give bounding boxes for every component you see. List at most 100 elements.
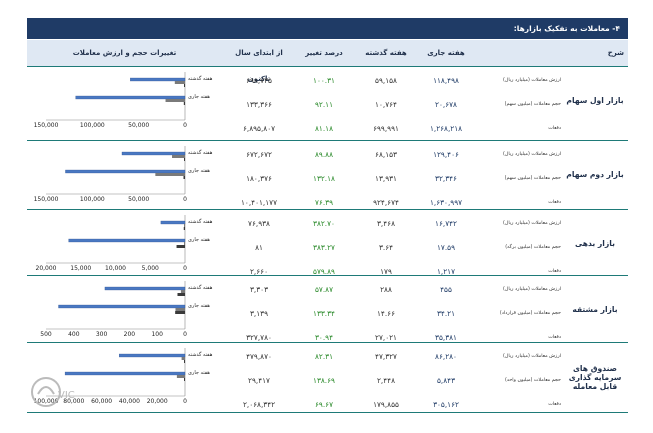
previous-week-value: ۳.۶۴ — [378, 243, 394, 252]
change-percent-value: ۸۲.۳۱ — [315, 352, 333, 361]
x-tick-label: 150,000 — [33, 122, 59, 129]
row-label: حجم معاملات (میلیون واحد) — [504, 378, 561, 383]
x-tick-label: 500 — [40, 331, 52, 338]
previous-week-value: ۲۷,۰۲۱ — [375, 333, 397, 342]
previous-week-value: ۱۴.۶۶ — [377, 309, 395, 318]
chart-bar — [180, 290, 185, 293]
x-tick-label: 20,000 — [146, 398, 168, 405]
ytd-value: ۶۷۲,۶۷۲ — [246, 150, 272, 159]
market-name: بازار دوم سهام — [566, 170, 624, 179]
change-percent-value: ۸۹.۸۸ — [315, 150, 333, 159]
previous-week-value: ۱۳,۹۳۱ — [375, 174, 397, 183]
chart-bar — [121, 151, 186, 156]
x-tick-label: 0 — [183, 265, 187, 272]
x-tick-label: 400 — [68, 331, 80, 338]
ytd-value: ۱۰,۴۰۱,۱۷۷ — [241, 198, 277, 207]
row-label: ارزش معاملات (میلیارد ریال) — [503, 78, 561, 83]
chart-bar — [174, 81, 185, 84]
chart-bar — [177, 293, 185, 296]
ytd-value: ۶۹۸,۷۳۵ — [246, 76, 272, 85]
row-label: حجم معاملات (میلیون سهم) — [504, 102, 561, 107]
ytd-value: ۲,۰۶۸,۳۴۲ — [242, 400, 276, 409]
chart-category-label: هفته جاری — [188, 94, 210, 100]
chart-bar — [184, 242, 185, 245]
chart-header: تغییرات حجم و ارزش معاملات — [72, 49, 177, 57]
previous-week-value: ۱۷۹,۸۵۵ — [373, 400, 399, 409]
previous-week-value: ۹۲۴,۶۷۴ — [373, 198, 399, 207]
block-separator — [27, 209, 628, 210]
x-tick-label: 5,000 — [141, 265, 159, 272]
current-week-value: ۳۰۵,۱۶۲ — [433, 400, 459, 409]
market-name: بازار مشتقه — [572, 305, 618, 314]
x-tick-label: 0 — [183, 196, 187, 203]
previous-week-value: ۲,۴۴۸ — [377, 376, 395, 385]
previous-week-value: ۴۷,۳۲۷ — [375, 352, 397, 361]
chart-category-label: هفته جاری — [188, 370, 210, 376]
market-name: بازار اول سهام — [566, 96, 624, 105]
change-percent-value: ۳۸۲.۷۰ — [313, 219, 335, 228]
svg-text:VIC: VIC — [58, 390, 75, 401]
row-label: دفعات — [548, 269, 561, 274]
change-percent-value: ۵۷.۸۷ — [315, 285, 333, 294]
watermark-logo: VIC — [31, 377, 75, 407]
block-separator — [27, 140, 628, 141]
row-label: ارزش معاملات (میلیارد ریال) — [503, 287, 561, 292]
x-tick-label: 100,000 — [33, 398, 59, 405]
x-tick-label: 100,000 — [79, 122, 105, 129]
ytd-value: ۲۹,۴۱۷ — [248, 376, 270, 385]
chart-bar — [104, 286, 186, 291]
chart-category-label: هفته جاری — [188, 168, 210, 174]
chart-bar — [184, 158, 185, 161]
header-ytd: از ابتدای سال تاکنون — [235, 49, 283, 83]
current-week-value: ۲۰,۶۷۸ — [435, 100, 457, 109]
block-separator — [27, 342, 628, 343]
x-tick-label: 50,000 — [128, 196, 150, 203]
header-current-week: هفته جاری — [427, 49, 465, 57]
current-week-value: ۳۴.۲۱ — [437, 309, 455, 318]
header-change: درصد تغییر — [305, 49, 343, 57]
change-percent-value: ۳۸۳.۲۷ — [313, 243, 335, 252]
previous-week-value: ۱۷۹ — [380, 267, 392, 276]
current-week-value: ۱۷.۵۹ — [437, 243, 455, 252]
row-label: دفعات — [548, 200, 561, 205]
bottom-separator — [27, 412, 628, 413]
chart-bar — [130, 77, 186, 82]
chart-category-label: هفته گذشته — [188, 352, 213, 358]
current-week-value: ۱,۲۱۷ — [437, 267, 455, 276]
ytd-value: ۸۱ — [255, 243, 263, 252]
chart-bar — [65, 169, 186, 174]
row-label: حجم معاملات (میلیون سهم) — [504, 176, 561, 181]
chart-category-label: هفته گذشته — [188, 76, 213, 82]
current-week-value: ۳۵,۳۸۱ — [435, 333, 457, 342]
x-tick-label: 20,000 — [35, 265, 57, 272]
row-label: ارزش معاملات (میلیارد ریال) — [503, 221, 561, 226]
current-week-value: ۳۲,۳۴۶ — [435, 174, 457, 183]
chart-bar — [183, 176, 185, 179]
chart-bar — [176, 245, 185, 248]
chart-bar — [184, 360, 185, 363]
section-title: ۴- معاملات به تفکیک بازارها: — [27, 18, 628, 39]
x-tick-label: 300 — [95, 331, 108, 338]
chart-bar — [175, 308, 185, 311]
ytd-value: ۳,۳۰۳ — [250, 285, 268, 294]
row-label: حجم معاملات (میلیون قرارداد) — [499, 311, 561, 316]
ytd-value: ۳,۱۳۹ — [250, 309, 268, 318]
ytd-value: ۲,۶۶۰ — [250, 267, 268, 276]
previous-week-value: ۱۰,۷۶۴ — [375, 100, 397, 109]
previous-week-value: ۵۹,۱۵۸ — [375, 76, 397, 85]
chart-bar — [183, 102, 185, 105]
chart-bar — [68, 238, 186, 243]
chart-category-label: هفته جاری — [188, 237, 210, 243]
chart-category-label: هفته گذشته — [188, 219, 213, 225]
change-percent-value: ۱۳۲.۱۸ — [313, 174, 335, 183]
change-percent-value: ۱۳۳.۳۴ — [313, 309, 335, 318]
row-label: ارزش معاملات (میلیارد ریال) — [503, 152, 561, 157]
chart-bar — [176, 375, 185, 378]
chart-bar — [183, 227, 185, 230]
change-percent-value: ۳۰.۹۴ — [315, 333, 333, 342]
current-week-value: ۱,۶۳۰,۹۹۷ — [429, 198, 463, 207]
table-header-bar — [27, 40, 628, 66]
x-tick-label: 100,000 — [79, 196, 105, 203]
chart-bar — [184, 224, 185, 227]
x-tick-label: 60,000 — [91, 398, 113, 405]
